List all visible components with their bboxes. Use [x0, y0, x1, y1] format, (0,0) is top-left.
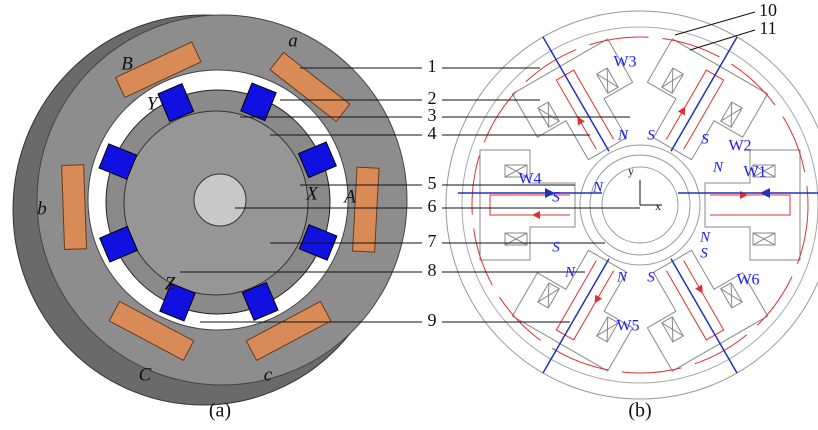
- separator: [671, 259, 737, 373]
- pole-label: S: [647, 127, 655, 143]
- flux-arrow: [695, 285, 706, 296]
- flux-arrow: [760, 188, 770, 198]
- pole-label: N: [699, 229, 711, 245]
- winding-label: W1: [743, 164, 766, 181]
- pole-label: S: [552, 189, 560, 205]
- part-label: X: [305, 183, 319, 204]
- pole-label: S: [552, 239, 560, 255]
- callout-number: 3: [428, 105, 437, 125]
- winding-label: W6: [736, 272, 759, 289]
- flux-arrow: [678, 104, 689, 115]
- winding-label: W3: [613, 54, 636, 71]
- part-label: a: [288, 30, 298, 51]
- coil: [62, 165, 87, 250]
- part-label: c: [264, 364, 273, 385]
- callout-number: 6: [428, 196, 437, 216]
- part-label: Z: [165, 273, 176, 294]
- winding-label: W5: [616, 318, 639, 335]
- motor-3d-view: [13, 15, 407, 405]
- caption: (b): [628, 400, 651, 422]
- axis-label: y: [628, 164, 634, 178]
- flux-arrow: [591, 295, 602, 306]
- separator: [543, 259, 609, 373]
- pole-label: S: [701, 131, 709, 147]
- shaft: [194, 174, 246, 226]
- figure: aBYXAbZCc1234567891011W1W2W3W4W5W6NSSNNS…: [0, 0, 818, 430]
- winding-label: W2: [728, 138, 751, 155]
- callout-number: 11: [759, 18, 776, 38]
- callout-number: 10: [759, 0, 777, 20]
- flux-arrow: [532, 211, 540, 219]
- separator: [543, 37, 609, 151]
- flux-path: [710, 195, 790, 215]
- coil: [353, 167, 379, 252]
- winding-label: W4: [518, 171, 541, 188]
- axis-label: x: [655, 199, 661, 213]
- callout-number: 4: [428, 123, 437, 143]
- flux-arrow: [574, 114, 585, 125]
- pole-label: N: [616, 269, 628, 285]
- callout-line: [675, 12, 755, 35]
- caption: (a): [209, 400, 231, 422]
- callout-number: 5: [428, 173, 437, 193]
- part-label: A: [342, 186, 356, 207]
- callout-number: 1: [428, 56, 437, 76]
- part-label: C: [139, 364, 152, 385]
- coil-cross: [753, 233, 775, 245]
- pole-label: S: [647, 269, 655, 285]
- part-label: b: [37, 198, 47, 219]
- callout-number: 8: [428, 260, 437, 280]
- callout-number: 7: [428, 231, 437, 251]
- callout-number: 9: [428, 310, 437, 330]
- part-label: B: [121, 53, 133, 74]
- pole-label: N: [712, 159, 724, 175]
- pole-label: N: [592, 179, 604, 195]
- pole-label: N: [617, 127, 629, 143]
- pole-label: N: [564, 264, 576, 280]
- flux-arrow: [740, 191, 748, 199]
- pole-label: S: [700, 245, 708, 261]
